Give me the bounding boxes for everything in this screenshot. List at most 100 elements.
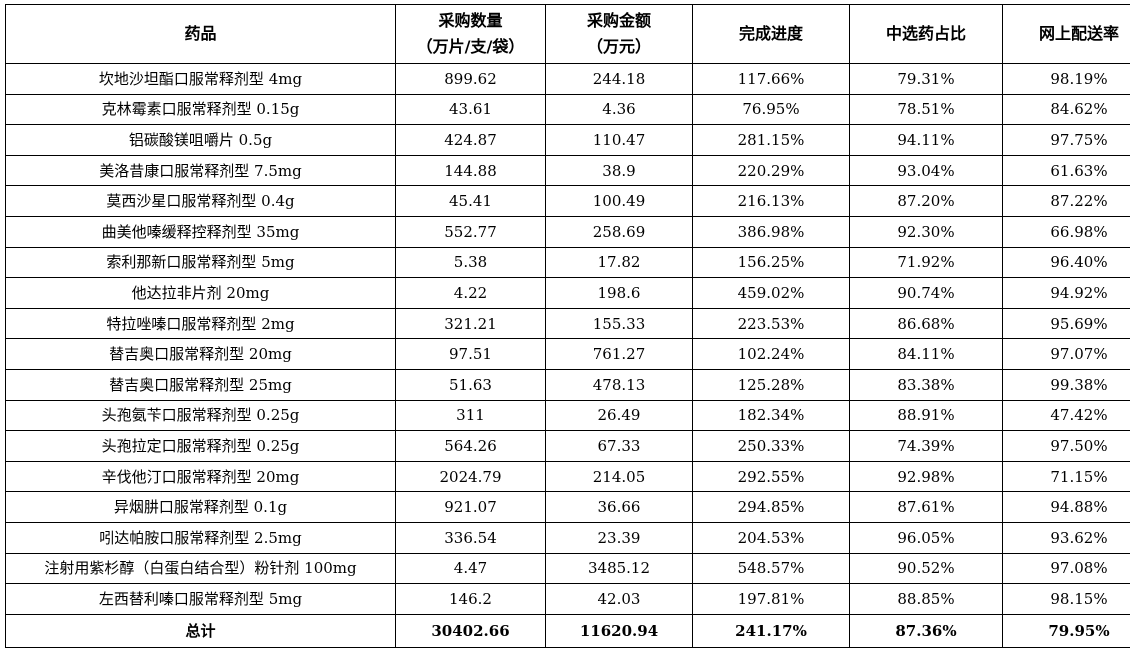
cell-selected-ratio: 90.74% xyxy=(849,277,1003,309)
table-row: 坎地沙坦酯口服常释剂型 4mg 899.62 244.18 117.66% 79.31%… xyxy=(5,63,1130,95)
cell-amount: 36.66 xyxy=(545,491,693,523)
table-row: 替吉奥口服常释剂型 25mg 51.63 478.13 125.28% 83.38% 99… xyxy=(5,368,1130,401)
cell-progress: 102.24% xyxy=(692,338,850,370)
cell-delivery-rate: 47.42% xyxy=(1002,399,1130,432)
cell-amount: 244.18 xyxy=(545,63,693,95)
cell-progress: 386.98% xyxy=(692,215,850,248)
cell-amount: 110.47 xyxy=(545,124,693,156)
cell-amount: 26.49 xyxy=(545,399,693,432)
cell-selected-ratio: 88.91% xyxy=(849,399,1003,432)
table-body: 坎地沙坦酯口服常释剂型 4mg 899.62 244.18 117.66% 79.31%… xyxy=(5,63,1130,615)
table-row: 头孢拉定口服常释剂型 0.25g 564.26 67.33 250.33% 74.39%… xyxy=(5,430,1130,462)
cell-drug: 索利那新口服常释剂型 5mg xyxy=(5,246,396,279)
cell-drug: 左西替利嗪口服常释剂型 5mg xyxy=(5,583,396,615)
cell-delivery-rate: 84.62% xyxy=(1002,93,1130,126)
cell-amount: 258.69 xyxy=(545,215,693,248)
header-drug: 药品 xyxy=(5,4,396,64)
cell-selected-ratio: 94.11% xyxy=(849,124,1003,156)
procurement-table: 药品 采购数量 （万片/支/袋） 采购金额 （万元） 完成进度 中选药占比 网上… xyxy=(5,4,1130,648)
cell-progress: 548.57% xyxy=(692,552,850,585)
total-quantity: 30402.66 xyxy=(395,613,546,648)
cell-delivery-rate: 97.50% xyxy=(1002,430,1130,462)
header-quantity: 采购数量 （万片/支/袋） xyxy=(395,4,546,64)
cell-drug: 注射用紫杉醇（白蛋白结合型）粉针剂 100mg xyxy=(5,552,396,585)
cell-drug: 克林霉素口服常释剂型 0.15g xyxy=(5,93,396,126)
cell-selected-ratio: 86.68% xyxy=(849,307,1003,340)
total-progress: 241.17% xyxy=(692,613,850,648)
table-row: 克林霉素口服常释剂型 0.15g 43.61 4.36 76.95% 78.51% 84.… xyxy=(5,93,1130,126)
cell-quantity: 424.87 xyxy=(395,124,546,156)
header-row: 药品 采购数量 （万片/支/袋） 采购金额 （万元） 完成进度 中选药占比 网上… xyxy=(5,4,1130,64)
header-selected-ratio: 中选药占比 xyxy=(849,4,1003,64)
cell-delivery-rate: 87.22% xyxy=(1002,185,1130,217)
cell-selected-ratio: 92.98% xyxy=(849,460,1003,493)
cell-delivery-rate: 66.98% xyxy=(1002,215,1130,248)
cell-drug: 替吉奥口服常释剂型 20mg xyxy=(5,338,396,370)
header-delivery-rate: 网上配送率 xyxy=(1002,4,1130,64)
cell-amount: 214.05 xyxy=(545,460,693,493)
total-delivery-rate: 79.95% xyxy=(1002,613,1130,648)
cell-drug: 吲达帕胺口服常释剂型 2.5mg xyxy=(5,521,396,554)
cell-quantity: 552.77 xyxy=(395,215,546,248)
cell-amount: 100.49 xyxy=(545,185,693,217)
table-row: 特拉唑嗪口服常释剂型 2mg 321.21 155.33 223.53% 86.68% 9… xyxy=(5,307,1130,340)
cell-progress: 76.95% xyxy=(692,93,850,126)
cell-amount: 38.9 xyxy=(545,154,693,187)
cell-amount: 761.27 xyxy=(545,338,693,370)
cell-drug: 铝碳酸镁咀嚼片 0.5g xyxy=(5,124,396,156)
cell-progress: 292.55% xyxy=(692,460,850,493)
cell-drug: 他达拉非片剂 20mg xyxy=(5,277,396,309)
cell-drug: 头孢氨苄口服常释剂型 0.25g xyxy=(5,399,396,432)
cell-drug: 莫西沙星口服常释剂型 0.4g xyxy=(5,185,396,217)
cell-selected-ratio: 90.52% xyxy=(849,552,1003,585)
cell-delivery-rate: 94.92% xyxy=(1002,277,1130,309)
cell-quantity: 564.26 xyxy=(395,430,546,462)
cell-quantity: 4.47 xyxy=(395,552,546,585)
cell-selected-ratio: 78.51% xyxy=(849,93,1003,126)
cell-drug: 美洛昔康口服常释剂型 7.5mg xyxy=(5,154,396,187)
cell-selected-ratio: 87.20% xyxy=(849,185,1003,217)
cell-quantity: 45.41 xyxy=(395,185,546,217)
total-amount: 11620.94 xyxy=(545,613,693,648)
cell-delivery-rate: 96.40% xyxy=(1002,246,1130,279)
cell-progress: 117.66% xyxy=(692,63,850,95)
cell-quantity: 146.2 xyxy=(395,583,546,615)
cell-progress: 223.53% xyxy=(692,307,850,340)
cell-drug: 头孢拉定口服常释剂型 0.25g xyxy=(5,430,396,462)
cell-progress: 216.13% xyxy=(692,185,850,217)
cell-selected-ratio: 87.61% xyxy=(849,491,1003,523)
cell-progress: 220.29% xyxy=(692,154,850,187)
header-amount-line2: （万元） xyxy=(586,37,651,56)
cell-amount: 198.6 xyxy=(545,277,693,309)
cell-delivery-rate: 97.75% xyxy=(1002,124,1130,156)
cell-drug: 替吉奥口服常释剂型 25mg xyxy=(5,368,396,401)
cell-amount: 42.03 xyxy=(545,583,693,615)
cell-progress: 204.53% xyxy=(692,521,850,554)
cell-drug: 辛伐他汀口服常释剂型 20mg xyxy=(5,460,396,493)
cell-drug: 曲美他嗪缓释控释剂型 35mg xyxy=(5,215,396,248)
table-row: 曲美他嗪缓释控释剂型 35mg 552.77 258.69 386.98% 92.30%… xyxy=(5,215,1130,248)
cell-delivery-rate: 97.08% xyxy=(1002,552,1130,585)
cell-quantity: 4.22 xyxy=(395,277,546,309)
total-selected-ratio: 87.36% xyxy=(849,613,1003,648)
cell-amount: 155.33 xyxy=(545,307,693,340)
total-label: 总计 xyxy=(5,613,396,648)
cell-delivery-rate: 99.38% xyxy=(1002,368,1130,401)
cell-delivery-rate: 93.62% xyxy=(1002,521,1130,554)
header-amount-line1: 采购金额 xyxy=(586,11,651,30)
cell-delivery-rate: 95.69% xyxy=(1002,307,1130,340)
cell-selected-ratio: 88.85% xyxy=(849,583,1003,615)
table-row: 美洛昔康口服常释剂型 7.5mg 144.88 38.9 220.29% 93.04% 6… xyxy=(5,154,1130,187)
cell-progress: 250.33% xyxy=(692,430,850,462)
cell-selected-ratio: 74.39% xyxy=(849,430,1003,462)
cell-quantity: 5.38 xyxy=(395,246,546,279)
cell-quantity: 97.51 xyxy=(395,338,546,370)
table-row: 替吉奥口服常释剂型 20mg 97.51 761.27 102.24% 84.11% 97… xyxy=(5,338,1130,370)
cell-quantity: 899.62 xyxy=(395,63,546,95)
cell-quantity: 2024.79 xyxy=(395,460,546,493)
cell-selected-ratio: 79.31% xyxy=(849,63,1003,95)
cell-progress: 125.28% xyxy=(692,368,850,401)
cell-progress: 182.34% xyxy=(692,399,850,432)
cell-progress: 459.02% xyxy=(692,277,850,309)
header-quantity-line1: 采购数量 xyxy=(438,11,503,30)
